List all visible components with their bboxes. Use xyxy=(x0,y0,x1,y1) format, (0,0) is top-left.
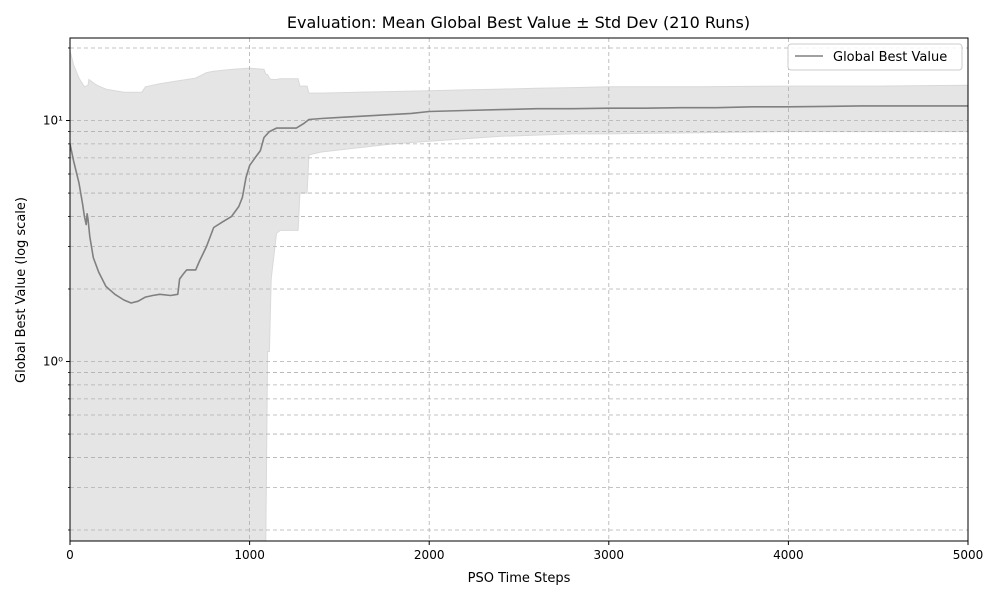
y-tick-label: 10¹ xyxy=(43,114,63,128)
x-tick-label: 0 xyxy=(66,548,74,562)
x-tick-label: 1000 xyxy=(234,548,265,562)
x-tick-label: 5000 xyxy=(953,548,984,562)
x-tick-label: 2000 xyxy=(414,548,445,562)
x-axis-label: PSO Time Steps xyxy=(468,571,571,586)
legend: Global Best Value xyxy=(787,43,963,71)
legend-box xyxy=(787,43,963,71)
legend-label: Global Best Value xyxy=(833,50,947,65)
x-tick-label: 3000 xyxy=(594,548,625,562)
std-dev-band xyxy=(70,50,968,541)
y-tick-label: 10⁰ xyxy=(43,355,63,369)
series-line-global-best xyxy=(70,105,968,304)
y-axis-label: Global Best Value (log scale) xyxy=(14,197,29,383)
chart-title: Evaluation: Mean Global Best Value ± Std… xyxy=(287,13,750,32)
x-tick-label: 4000 xyxy=(773,548,804,562)
plot-frame xyxy=(69,37,969,542)
